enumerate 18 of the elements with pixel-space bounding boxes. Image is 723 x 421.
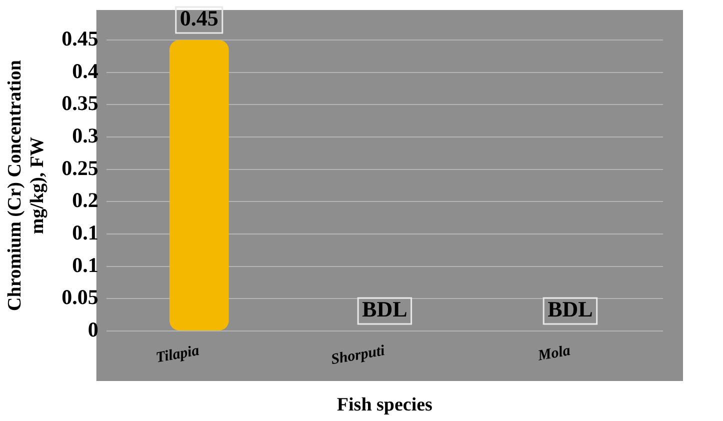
y-tick-label: 0.1 [72,220,98,244]
y-tick-label: 0 [88,317,98,342]
y-tick-label: 0.1 [72,252,98,277]
text: BDL [548,296,593,322]
y-tick-label: 0.3 [72,123,98,148]
data-label: 0.45 [180,6,218,31]
y-tick-label: 0.35 [62,91,98,116]
y-axis-title: Chromium (Cr) Concentration mg/kg), FW [4,60,48,311]
y-tick-label: 0.45 [62,26,98,50]
x-tick-label: Mola [536,342,572,364]
y-tick-label: 0.25 [62,156,98,180]
y-tick-label: 0.2 [72,188,98,212]
x-tick-label: Tilapia [154,342,201,366]
y-tick-label: 0.4 [72,58,99,83]
x-axis-title: Fish species [336,394,432,416]
y-tick-label: 0.05 [62,285,98,310]
x-tick-label: Shorputi [330,342,387,368]
text: BDL [362,296,408,322]
